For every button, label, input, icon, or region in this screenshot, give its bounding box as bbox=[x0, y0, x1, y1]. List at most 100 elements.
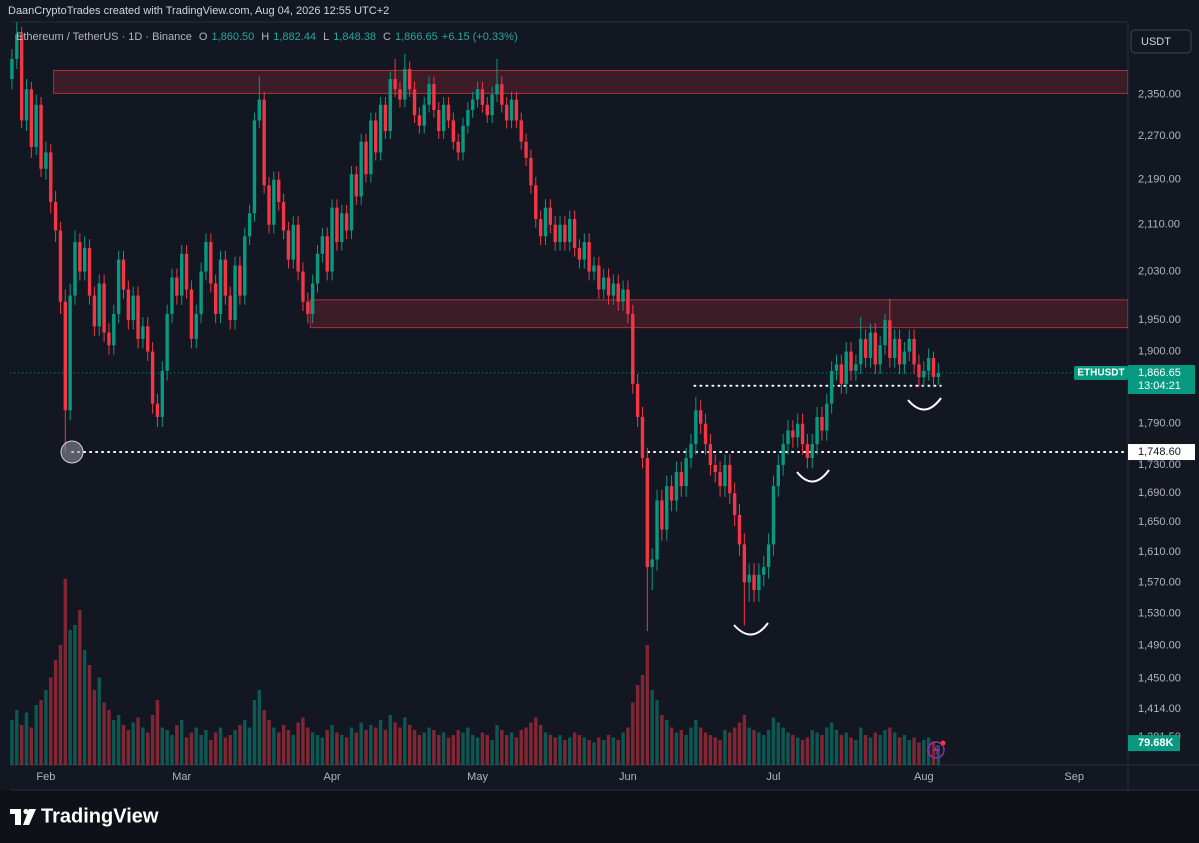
volume-bar bbox=[456, 730, 460, 765]
volume-bar bbox=[354, 732, 359, 765]
volume-bar bbox=[723, 730, 727, 765]
volume-bar bbox=[189, 732, 194, 765]
candle-body bbox=[776, 464, 780, 487]
candle-body bbox=[228, 295, 232, 321]
volume-bar bbox=[427, 727, 431, 765]
volume-bar bbox=[291, 735, 295, 765]
volume-bar bbox=[78, 610, 82, 765]
volume-bar bbox=[582, 737, 586, 765]
volume-bar bbox=[451, 735, 456, 765]
candle-body bbox=[281, 202, 286, 231]
volume-bar bbox=[800, 740, 805, 765]
candle-body bbox=[587, 242, 591, 272]
candle-body bbox=[412, 89, 417, 116]
volume-bar bbox=[766, 730, 771, 765]
candle-body bbox=[519, 120, 523, 142]
candle-body bbox=[233, 265, 237, 321]
volume-bar bbox=[422, 732, 426, 765]
candle-body bbox=[597, 265, 601, 290]
x-tick-label: Feb bbox=[36, 771, 55, 783]
candle-body bbox=[558, 224, 562, 243]
x-tick-label: Sep bbox=[1064, 771, 1084, 783]
candle-body bbox=[315, 253, 320, 284]
candle-body bbox=[674, 471, 679, 501]
volume-bar bbox=[844, 732, 848, 765]
volume-bar bbox=[698, 727, 703, 765]
volume-bar bbox=[344, 737, 349, 765]
volume-bar bbox=[199, 735, 203, 765]
volume-bar bbox=[679, 730, 683, 765]
candle-body bbox=[306, 301, 310, 314]
candle-body bbox=[146, 326, 150, 352]
volume-bar bbox=[24, 712, 29, 765]
candle-body bbox=[165, 313, 169, 371]
candle-body bbox=[907, 338, 911, 352]
candle-body bbox=[684, 457, 688, 487]
candle-body bbox=[403, 68, 407, 100]
resistance-zone bbox=[53, 69, 1128, 94]
volume-bar bbox=[776, 722, 780, 765]
candle-body bbox=[781, 444, 785, 465]
volume-bar bbox=[315, 735, 320, 765]
volume-bar bbox=[635, 685, 640, 765]
volume-bar bbox=[558, 735, 562, 765]
candle-body bbox=[116, 259, 121, 314]
volume-bar bbox=[175, 725, 179, 765]
volume-bar bbox=[718, 740, 722, 765]
legend-value: 1,848.38 bbox=[333, 31, 377, 43]
volume-bar bbox=[446, 737, 451, 765]
volume-bar bbox=[180, 720, 184, 765]
volume-bar bbox=[330, 725, 334, 765]
volume-bar bbox=[44, 690, 48, 765]
volume-bar bbox=[883, 730, 887, 765]
volume-bar bbox=[781, 727, 785, 765]
volume-bar bbox=[213, 732, 218, 765]
candle-body bbox=[834, 364, 839, 371]
candle-body bbox=[209, 242, 213, 284]
annotation-arc bbox=[733, 622, 769, 636]
currency-button[interactable] bbox=[1130, 29, 1192, 54]
volume-bar bbox=[335, 732, 339, 765]
volume-bar bbox=[116, 715, 121, 765]
volume-bar bbox=[859, 727, 863, 765]
volume-bar bbox=[592, 742, 596, 765]
volume-bar bbox=[160, 727, 164, 765]
volume-bar bbox=[112, 720, 116, 765]
marker-circle bbox=[60, 440, 84, 464]
volume-bar bbox=[878, 735, 882, 765]
candle-body bbox=[378, 104, 383, 153]
candle-body bbox=[335, 207, 339, 243]
candle-body bbox=[466, 109, 470, 126]
candle-body bbox=[747, 574, 751, 583]
volume-bar bbox=[621, 732, 625, 765]
volume-bar bbox=[296, 722, 300, 765]
volume-bar bbox=[359, 722, 363, 765]
candle-body bbox=[44, 152, 48, 169]
alert-icon[interactable] bbox=[927, 741, 945, 759]
volume-bar bbox=[417, 735, 422, 765]
volume-bar bbox=[829, 722, 834, 765]
y-tick-label: 1,450.00 bbox=[1138, 672, 1181, 684]
y-tick-label: 2,110.00 bbox=[1138, 219, 1180, 231]
candle-body bbox=[180, 253, 184, 296]
volume-bar bbox=[281, 725, 286, 765]
candle-body bbox=[732, 493, 737, 515]
legend-value: 1,860.50 bbox=[211, 31, 255, 43]
candle-body bbox=[393, 79, 397, 90]
candle-body bbox=[844, 351, 848, 384]
volume-bar bbox=[233, 730, 237, 765]
candle-body bbox=[616, 283, 620, 302]
volume-bar bbox=[243, 720, 247, 765]
volume-bar bbox=[616, 740, 620, 765]
volume-bar bbox=[102, 702, 106, 765]
candle-body bbox=[141, 326, 145, 339]
countdown: 13:04:21 bbox=[1138, 380, 1181, 392]
candle-body bbox=[78, 242, 82, 272]
candle-body bbox=[650, 559, 654, 568]
candle-body bbox=[689, 444, 693, 458]
candle-body bbox=[471, 99, 475, 110]
candle-body bbox=[665, 486, 669, 530]
